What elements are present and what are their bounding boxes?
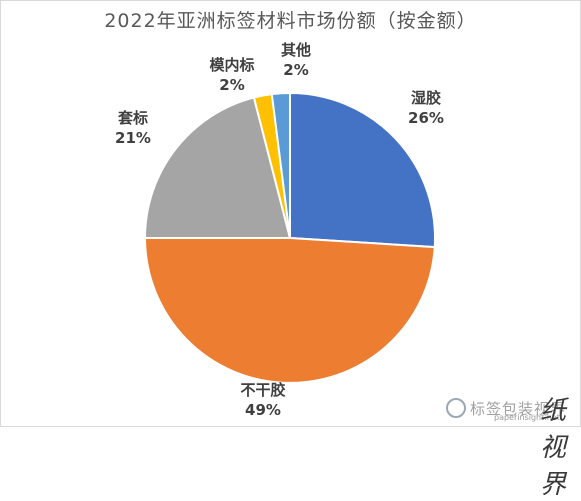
pie-slice-4 (270, 91, 291, 239)
pie-chart (143, 91, 436, 384)
slice-label-2-name: 套标 (117, 109, 148, 127)
slice-label-3: 模内标 2% (200, 55, 264, 95)
wechat-logo-icon (446, 398, 466, 418)
pie-slice-0 (289, 91, 436, 249)
slice-label-4: 其他 2% (270, 40, 322, 80)
slice-label-1-name: 不干胶 (240, 381, 286, 399)
slice-label-4-value: 2% (283, 61, 309, 79)
slice-label-0-name: 湿胶 (410, 89, 441, 107)
slice-label-3-value: 2% (219, 76, 245, 94)
slice-label-2: 套标 21% (108, 108, 158, 148)
slice-label-0: 湿胶 26% (398, 88, 454, 128)
slice-label-1-value: 49% (245, 401, 281, 419)
slice-label-2-value: 21% (115, 129, 151, 147)
slice-label-1: 不干胶 49% (231, 380, 295, 420)
watermark-url: paperinsight.net (494, 413, 560, 422)
watermark-name: 标签包装视界 (470, 400, 567, 418)
slice-label-4-name: 其他 (280, 41, 311, 59)
chart-title: 2022年亚洲标签材料市场份额（按金额） (104, 10, 477, 32)
slice-label-0-value: 26% (408, 109, 444, 127)
watermark: 标签包装视界 paperinsight.net 纸视界 (446, 392, 578, 500)
slice-label-3-name: 模内标 (209, 56, 255, 74)
pie-slice-2 (143, 96, 292, 239)
pie-slice-1 (143, 237, 436, 384)
watermark-brand: 纸视界 (540, 396, 567, 500)
